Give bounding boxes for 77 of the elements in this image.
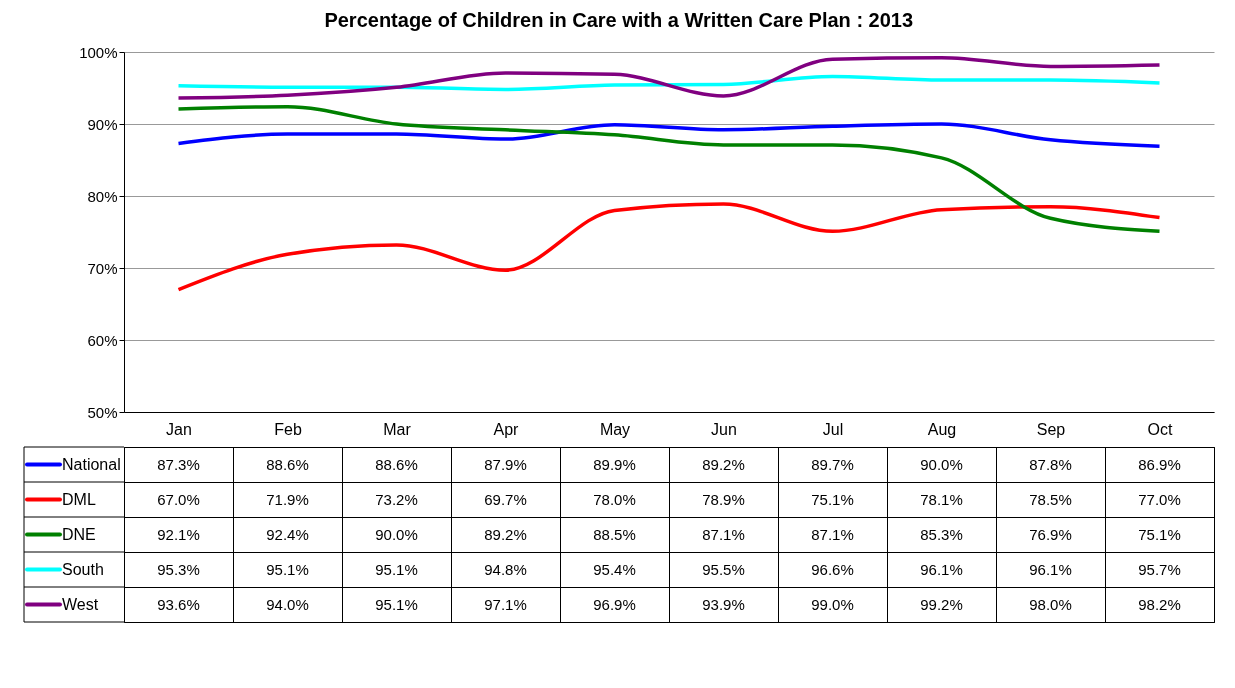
data-label: 95.7% [1138, 560, 1181, 578]
x-tick-label: Sep [1036, 420, 1066, 438]
x-tick-label: Mar [383, 420, 412, 438]
data-label: 78.1% [920, 490, 963, 508]
line-series [176, 122, 1162, 149]
legend-label: West [62, 595, 99, 613]
legend-label: South [62, 560, 104, 578]
legend-label: DNE [62, 525, 96, 543]
data-label: 86.9% [1138, 455, 1181, 473]
x-tick-label: Feb [274, 420, 302, 438]
data-label: 88.6% [375, 455, 418, 473]
x-tick-label: May [599, 420, 631, 438]
data-label: 88.6% [266, 455, 309, 473]
data-label: 87.9% [484, 455, 527, 473]
data-label: 78.5% [1029, 490, 1072, 508]
data-label: 76.9% [1029, 525, 1072, 543]
line-series [176, 56, 1162, 100]
data-label: 96.1% [920, 560, 963, 578]
line-series [176, 202, 1162, 292]
data-label: 89.2% [702, 455, 745, 473]
data-label: 89.9% [593, 455, 636, 473]
data-label: 93.6% [157, 595, 200, 613]
data-label: 85.3% [920, 525, 963, 543]
data-label: 89.2% [484, 525, 527, 543]
x-tick-label: Jul [822, 420, 844, 438]
data-label: 98.0% [1029, 595, 1072, 613]
y-tick-label: 90% [87, 115, 118, 133]
line-series [176, 74, 1162, 92]
data-label: 87.1% [702, 525, 745, 543]
data-label: 75.1% [1138, 525, 1181, 543]
data-label: 90.0% [920, 455, 963, 473]
y-tick-label: 50% [87, 403, 118, 421]
data-label: 90.0% [375, 525, 418, 543]
data-label: 96.1% [1029, 560, 1072, 578]
y-tick-label: 100% [79, 43, 118, 61]
x-tick-label: Oct [1147, 420, 1173, 438]
line-series [176, 104, 1162, 234]
data-label: 94.8% [484, 560, 527, 578]
data-label: 96.6% [811, 560, 854, 578]
data-label: 87.8% [1029, 455, 1072, 473]
data-label: 87.3% [157, 455, 200, 473]
y-tick-label: 60% [87, 331, 118, 349]
x-tick-label: Aug [927, 420, 957, 438]
data-label: 95.1% [266, 560, 309, 578]
x-tick-label: Jun [711, 420, 737, 438]
data-label: 92.4% [266, 525, 309, 543]
data-label: 95.5% [702, 560, 745, 578]
y-tick-label: 70% [87, 259, 118, 277]
data-label: 75.1% [811, 490, 854, 508]
data-label: 95.4% [593, 560, 636, 578]
data-label: 95.1% [375, 560, 418, 578]
data-label: 67.0% [157, 490, 200, 508]
legend-label: National [62, 455, 121, 473]
data-label: 99.0% [811, 595, 854, 613]
data-label: 96.9% [593, 595, 636, 613]
data-label: 93.9% [702, 595, 745, 613]
data-label: 73.2% [375, 490, 418, 508]
chart-title: Percentage of Children in Care with a Written Care Plan : 2013 [324, 9, 914, 31]
data-label: 88.5% [593, 525, 636, 543]
data-label: 87.1% [811, 525, 854, 543]
data-label: 94.0% [266, 595, 309, 613]
data-label: 95.1% [375, 595, 418, 613]
data-label: 78.9% [702, 490, 745, 508]
data-label: 77.0% [1138, 490, 1181, 508]
data-label: 71.9% [266, 490, 309, 508]
data-label: 95.3% [157, 560, 200, 578]
data-label: 99.2% [920, 595, 963, 613]
x-tick-label: Apr [493, 420, 520, 438]
data-label: 97.1% [484, 595, 527, 613]
x-tick-label: Jan [166, 420, 192, 438]
data-label: 92.1% [157, 525, 200, 543]
y-tick-label: 80% [87, 187, 118, 205]
data-label: 98.2% [1138, 595, 1181, 613]
legend-label: DML [62, 490, 96, 508]
data-label: 89.7% [811, 455, 854, 473]
data-label: 69.7% [484, 490, 527, 508]
data-label: 78.0% [593, 490, 636, 508]
